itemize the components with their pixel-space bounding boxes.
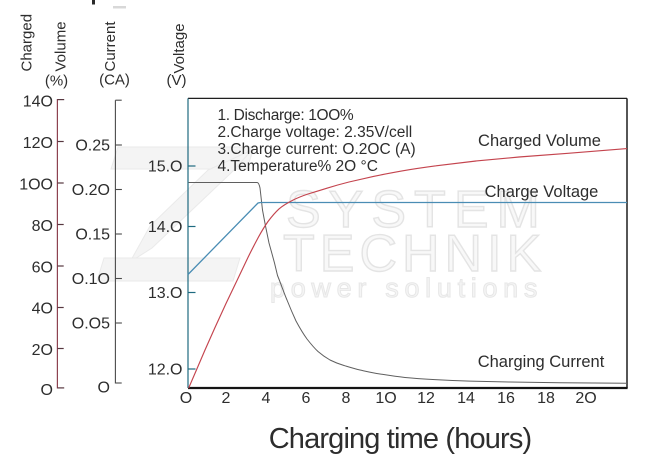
svg-text:Charging time (hours): Charging time (hours) <box>269 423 532 455</box>
svg-text:Volume: Volume <box>53 21 70 71</box>
svg-text:14: 14 <box>457 390 475 407</box>
svg-text:12: 12 <box>417 390 435 407</box>
svg-text:(V): (V) <box>167 72 187 89</box>
svg-text:Current: Current <box>102 21 119 72</box>
svg-text:SYSTEM: SYSTEM <box>286 181 548 239</box>
svg-text:14O: 14O <box>23 94 53 111</box>
svg-text:3.Charge current: O.2OC (A): 3.Charge current: O.2OC (A) <box>218 141 416 158</box>
svg-text:Charged Volume: Charged Volume <box>478 132 601 150</box>
svg-text:2.Charge voltage: 2.35V/cell: 2.Charge voltage: 2.35V/cell <box>218 124 413 141</box>
svg-text:2O: 2O <box>575 390 596 407</box>
svg-text:O.25: O.25 <box>75 138 110 155</box>
svg-text:2: 2 <box>222 390 231 407</box>
svg-text:O.15: O.15 <box>75 227 110 244</box>
svg-text:TECHNIK: TECHNIK <box>283 225 546 283</box>
svg-text:16: 16 <box>497 390 515 407</box>
svg-text:6: 6 <box>302 390 311 407</box>
svg-text:1. Discharge: 1OO%: 1. Discharge: 1OO% <box>218 107 354 124</box>
svg-text:14.O: 14.O <box>148 219 183 236</box>
svg-text:8O: 8O <box>32 218 53 235</box>
svg-text:4O: 4O <box>32 301 53 318</box>
svg-text:Voltage: Voltage <box>171 23 188 73</box>
svg-text:4: 4 <box>262 390 271 407</box>
svg-text:1O: 1O <box>375 390 396 407</box>
svg-text:O: O <box>41 382 53 399</box>
svg-text:8: 8 <box>342 390 351 407</box>
svg-text:O: O <box>98 380 110 397</box>
svg-text:12O: 12O <box>23 135 53 152</box>
svg-text:15.O: 15.O <box>148 159 183 176</box>
svg-text:power solutions: power solutions <box>270 273 543 303</box>
svg-text:12.O: 12.O <box>148 362 183 379</box>
svg-text:(CA): (CA) <box>99 72 130 89</box>
svg-text:Charge Voltage: Charge Voltage <box>485 183 599 201</box>
svg-text:Charged: Charged <box>19 14 36 72</box>
svg-text:(%): (%) <box>45 73 68 90</box>
svg-text:O: O <box>180 390 192 407</box>
svg-text:O.1O: O.1O <box>72 271 110 288</box>
svg-text:O.O5: O.O5 <box>72 316 110 333</box>
svg-text:1OO: 1OO <box>19 177 53 194</box>
svg-text:Charging Current: Charging Current <box>478 353 605 371</box>
svg-text:4.Temperature% 2O °C: 4.Temperature% 2O °C <box>218 158 378 175</box>
svg-text:6O: 6O <box>32 260 53 277</box>
svg-text:13.O: 13.O <box>148 285 183 302</box>
svg-text:18: 18 <box>537 390 555 407</box>
svg-text:2O: 2O <box>32 342 53 359</box>
svg-text:O.2O: O.2O <box>72 182 110 199</box>
